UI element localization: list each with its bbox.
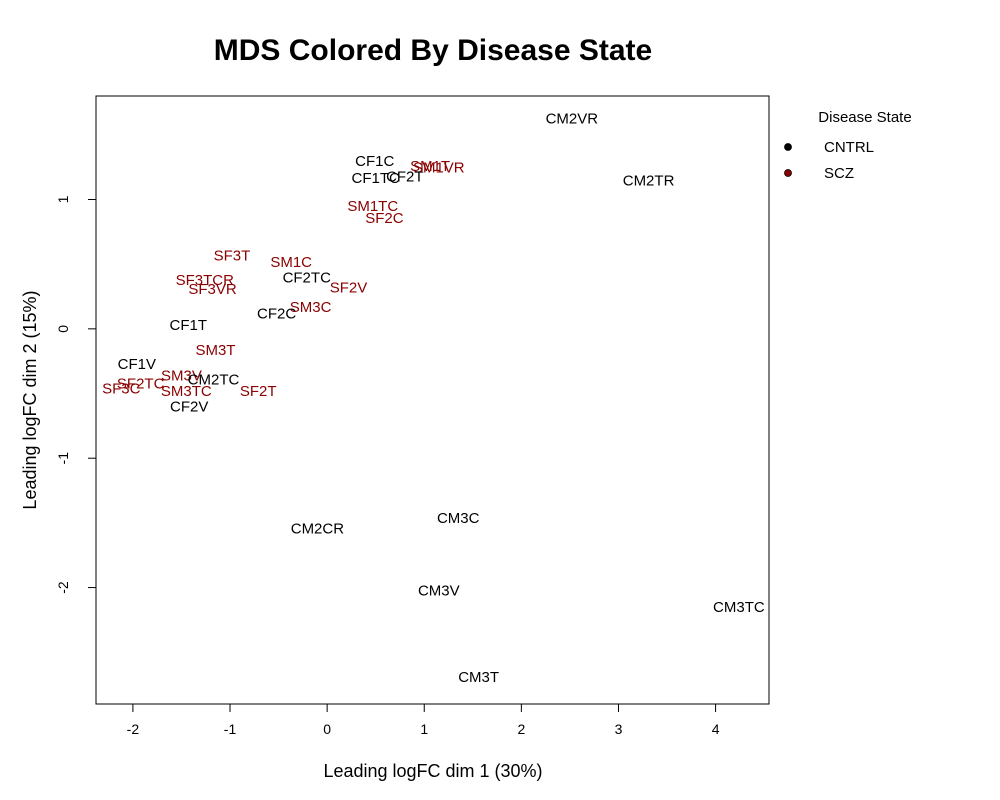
point-label-sm1t: SM1T [410, 158, 450, 175]
y-tick-label: -1 [55, 452, 71, 465]
x-tick-label: -2 [127, 721, 140, 737]
point-label-cm3c: CM3C [437, 510, 480, 527]
y-tick-label: 1 [55, 195, 71, 203]
point-label-sf2t: SF2T [240, 383, 277, 400]
point-label-sm1vr: SM1VR [413, 159, 465, 176]
x-tick-label: 2 [517, 721, 525, 737]
point-label-cm3tc: CM3TC [713, 599, 765, 616]
legend-label-cntrl: CNTRL [824, 139, 874, 156]
point-label-sf2v: SF2V [330, 280, 368, 297]
point-label-cf2c: CF2C [257, 306, 296, 323]
point-label-sm3t: SM3T [195, 342, 235, 359]
x-tick-label: 3 [615, 721, 623, 737]
point-label-sm1c: SM1C [270, 254, 312, 271]
point-label-sf2tc: SF2TC [117, 375, 165, 392]
y-tick-label: -2 [55, 581, 71, 594]
point-label-cf2tc: CF2TC [283, 269, 332, 286]
point-label-sf3vr: SF3VR [188, 281, 237, 298]
point-label-cm2vr: CM2VR [546, 110, 599, 127]
point-label-sm3c: SM3C [290, 299, 332, 316]
point-label-sf3c: SF3C [102, 381, 141, 398]
point-label-cf1tc: CF1TC [352, 170, 401, 187]
point-label-cf2v: CF2V [170, 399, 208, 416]
point-label-cf1t: CF1T [170, 317, 208, 334]
point-label-cf1c: CF1C [355, 153, 394, 170]
point-label-sf3t: SF3T [214, 247, 251, 264]
point-label-sm1tc: SM1TC [347, 198, 398, 215]
point-label-sf3tcr: SF3TCR [176, 272, 235, 289]
legend-marker-cntrl [784, 143, 792, 151]
legend-marker-scz [784, 169, 792, 177]
x-tick-label: 1 [420, 721, 428, 737]
x-tick-label: -1 [224, 721, 237, 737]
x-tick-label: 0 [323, 721, 331, 737]
point-label-cm3t: CM3T [458, 669, 499, 686]
chart-title: MDS Colored By Disease State [214, 34, 652, 67]
point-label-cf1v: CF1V [118, 356, 156, 373]
legend-title: Disease State [818, 109, 911, 126]
y-axis: -2 -1 0 1 [55, 195, 97, 594]
y-tick-label: 0 [55, 325, 71, 333]
point-label-cm2tc: CM2TC [188, 372, 240, 389]
x-tick-label: 4 [712, 721, 720, 737]
point-label-cm3v: CM3V [418, 582, 460, 599]
point-label-cm2tr: CM2TR [623, 172, 675, 189]
x-axis-label: Leading logFC dim 1 (30%) [323, 761, 542, 781]
legend: Disease State CNTRL SCZ [784, 109, 912, 182]
x-axis: -2 -1 0 1 2 3 4 [127, 703, 720, 737]
point-label-cm2cr: CM2CR [291, 520, 345, 537]
point-label-sf2c: SF2C [365, 210, 404, 227]
point-label-cf2t: CF2T [386, 168, 424, 185]
legend-label-scz: SCZ [824, 165, 854, 182]
y-axis-label: Leading logFC dim 2 (15%) [20, 290, 40, 509]
point-label-sm3v: SM3V [161, 368, 202, 385]
point-label-sm3tc: SM3TC [161, 383, 212, 400]
